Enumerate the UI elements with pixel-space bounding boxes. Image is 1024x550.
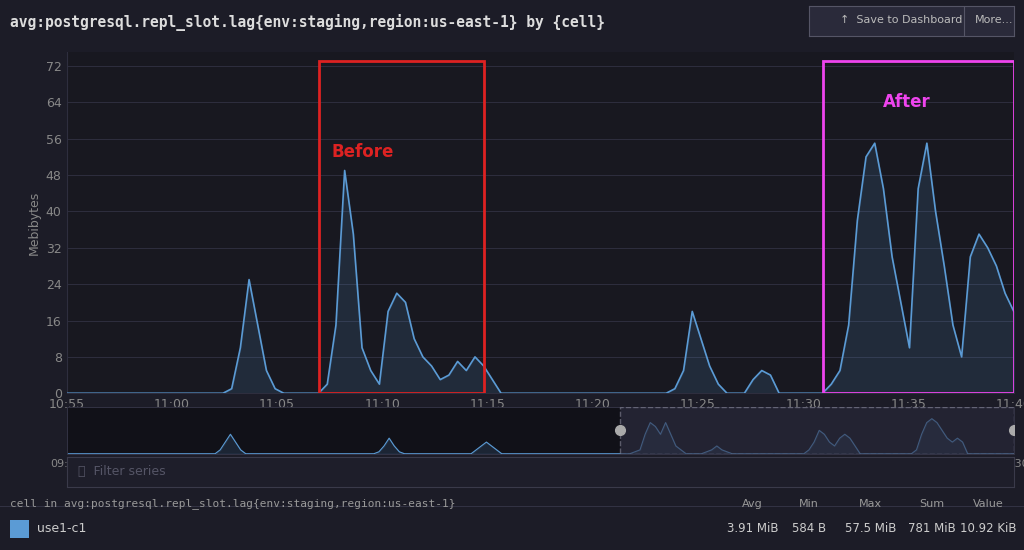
Text: 🔍  Filter series: 🔍 Filter series xyxy=(78,465,166,478)
Text: More...: More... xyxy=(975,15,1014,25)
Text: Avg: Avg xyxy=(742,498,763,509)
Bar xyxy=(620,407,1014,454)
Bar xyxy=(822,62,1014,393)
Text: Value: Value xyxy=(973,498,1004,509)
Text: 3.91 MiB: 3.91 MiB xyxy=(727,522,778,535)
Y-axis label: Mebibytes: Mebibytes xyxy=(28,191,40,255)
Text: Before: Before xyxy=(332,143,394,161)
Text: 57.5 MiB: 57.5 MiB xyxy=(845,522,896,535)
Text: After: After xyxy=(884,93,931,111)
Text: 10.92 KiB: 10.92 KiB xyxy=(959,522,1017,535)
Bar xyxy=(10,520,29,538)
Text: use1-c1: use1-c1 xyxy=(37,522,86,535)
Text: 584 B: 584 B xyxy=(792,522,826,535)
Text: Max: Max xyxy=(859,498,882,509)
Text: Min: Min xyxy=(799,498,819,509)
Text: Sum: Sum xyxy=(920,498,944,509)
Text: ↑  Save to Dashboard: ↑ Save to Dashboard xyxy=(840,15,963,25)
Text: avg:postgresql.repl_slot.lag{env:staging,region:us-east-1} by {cell}: avg:postgresql.repl_slot.lag{env:staging… xyxy=(10,14,605,31)
Text: cell in avg:postgresql.repl_slot.lag{env:staging,region:us-east-1}: cell in avg:postgresql.repl_slot.lag{env… xyxy=(10,498,456,509)
Text: 781 MiB: 781 MiB xyxy=(908,522,955,535)
Bar xyxy=(318,62,483,393)
